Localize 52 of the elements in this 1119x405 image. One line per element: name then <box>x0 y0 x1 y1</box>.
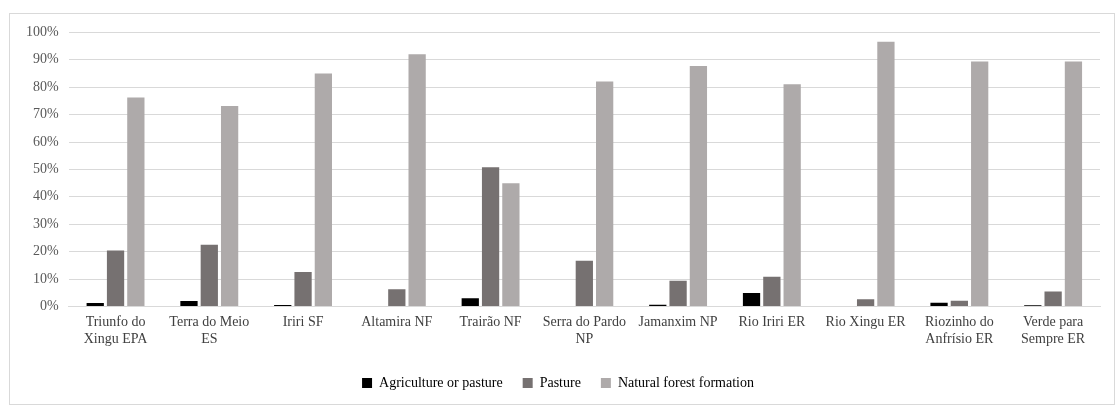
bar <box>950 300 968 306</box>
x-tick-label: Verde para Sempre ER <box>1021 314 1086 347</box>
x-tick-label: Altamira NF <box>361 314 433 330</box>
bar <box>596 81 614 306</box>
y-tick-label: 30% <box>32 215 59 231</box>
bar <box>575 260 593 306</box>
bar <box>314 73 333 306</box>
x-tick-label: Jamanxim NP <box>638 314 718 330</box>
bar <box>930 302 948 306</box>
x-tick-label: Rio Iriri ER <box>738 314 806 330</box>
y-tick-label: 0% <box>39 298 59 314</box>
x-tick-label: Triunfo do Xingu EPA <box>83 314 149 347</box>
bar <box>461 298 479 306</box>
bar <box>783 84 801 306</box>
bar <box>1064 61 1083 306</box>
x-tick-label: Serra do Pardo NP <box>542 314 626 347</box>
legend-label: Agriculture or pasture <box>379 374 503 390</box>
bar <box>742 292 761 306</box>
y-tick-label: 50% <box>32 161 59 177</box>
y-tick-label: 40% <box>32 188 59 204</box>
y-tick-label: 60% <box>32 133 59 149</box>
bar <box>763 276 781 306</box>
bar <box>86 303 104 306</box>
bar <box>127 97 145 306</box>
y-tick-label: 20% <box>32 243 59 259</box>
x-tick-label: Terra do Meio ES <box>169 314 250 347</box>
bar <box>294 271 312 306</box>
x-tick-label: Trairão NF <box>459 314 522 330</box>
bar <box>180 300 198 306</box>
y-tick-label: 70% <box>32 106 59 122</box>
x-tick-label: Iriri SF <box>282 314 324 330</box>
y-tick-label: 80% <box>32 78 59 94</box>
x-tick-label: Rio Xingu ER <box>825 314 907 330</box>
bar <box>856 299 875 306</box>
bar <box>877 41 895 306</box>
bar <box>1044 291 1062 306</box>
x-tick-label: Riozinho do Anfrísio ER <box>924 314 995 347</box>
bar <box>220 106 239 306</box>
bar <box>689 66 708 306</box>
y-tick-label: 10% <box>32 270 59 286</box>
y-tick-label: 90% <box>32 51 59 67</box>
y-tick-label: 100% <box>25 24 59 40</box>
legend-label: Natural forest formation <box>617 374 754 390</box>
bar <box>388 289 406 306</box>
bar <box>971 61 989 306</box>
bar <box>481 167 500 306</box>
legend-label: Pasture <box>539 374 581 390</box>
bar <box>106 250 125 306</box>
bar <box>200 244 218 306</box>
bar <box>502 183 520 306</box>
bar <box>408 54 426 306</box>
bar <box>669 280 687 306</box>
